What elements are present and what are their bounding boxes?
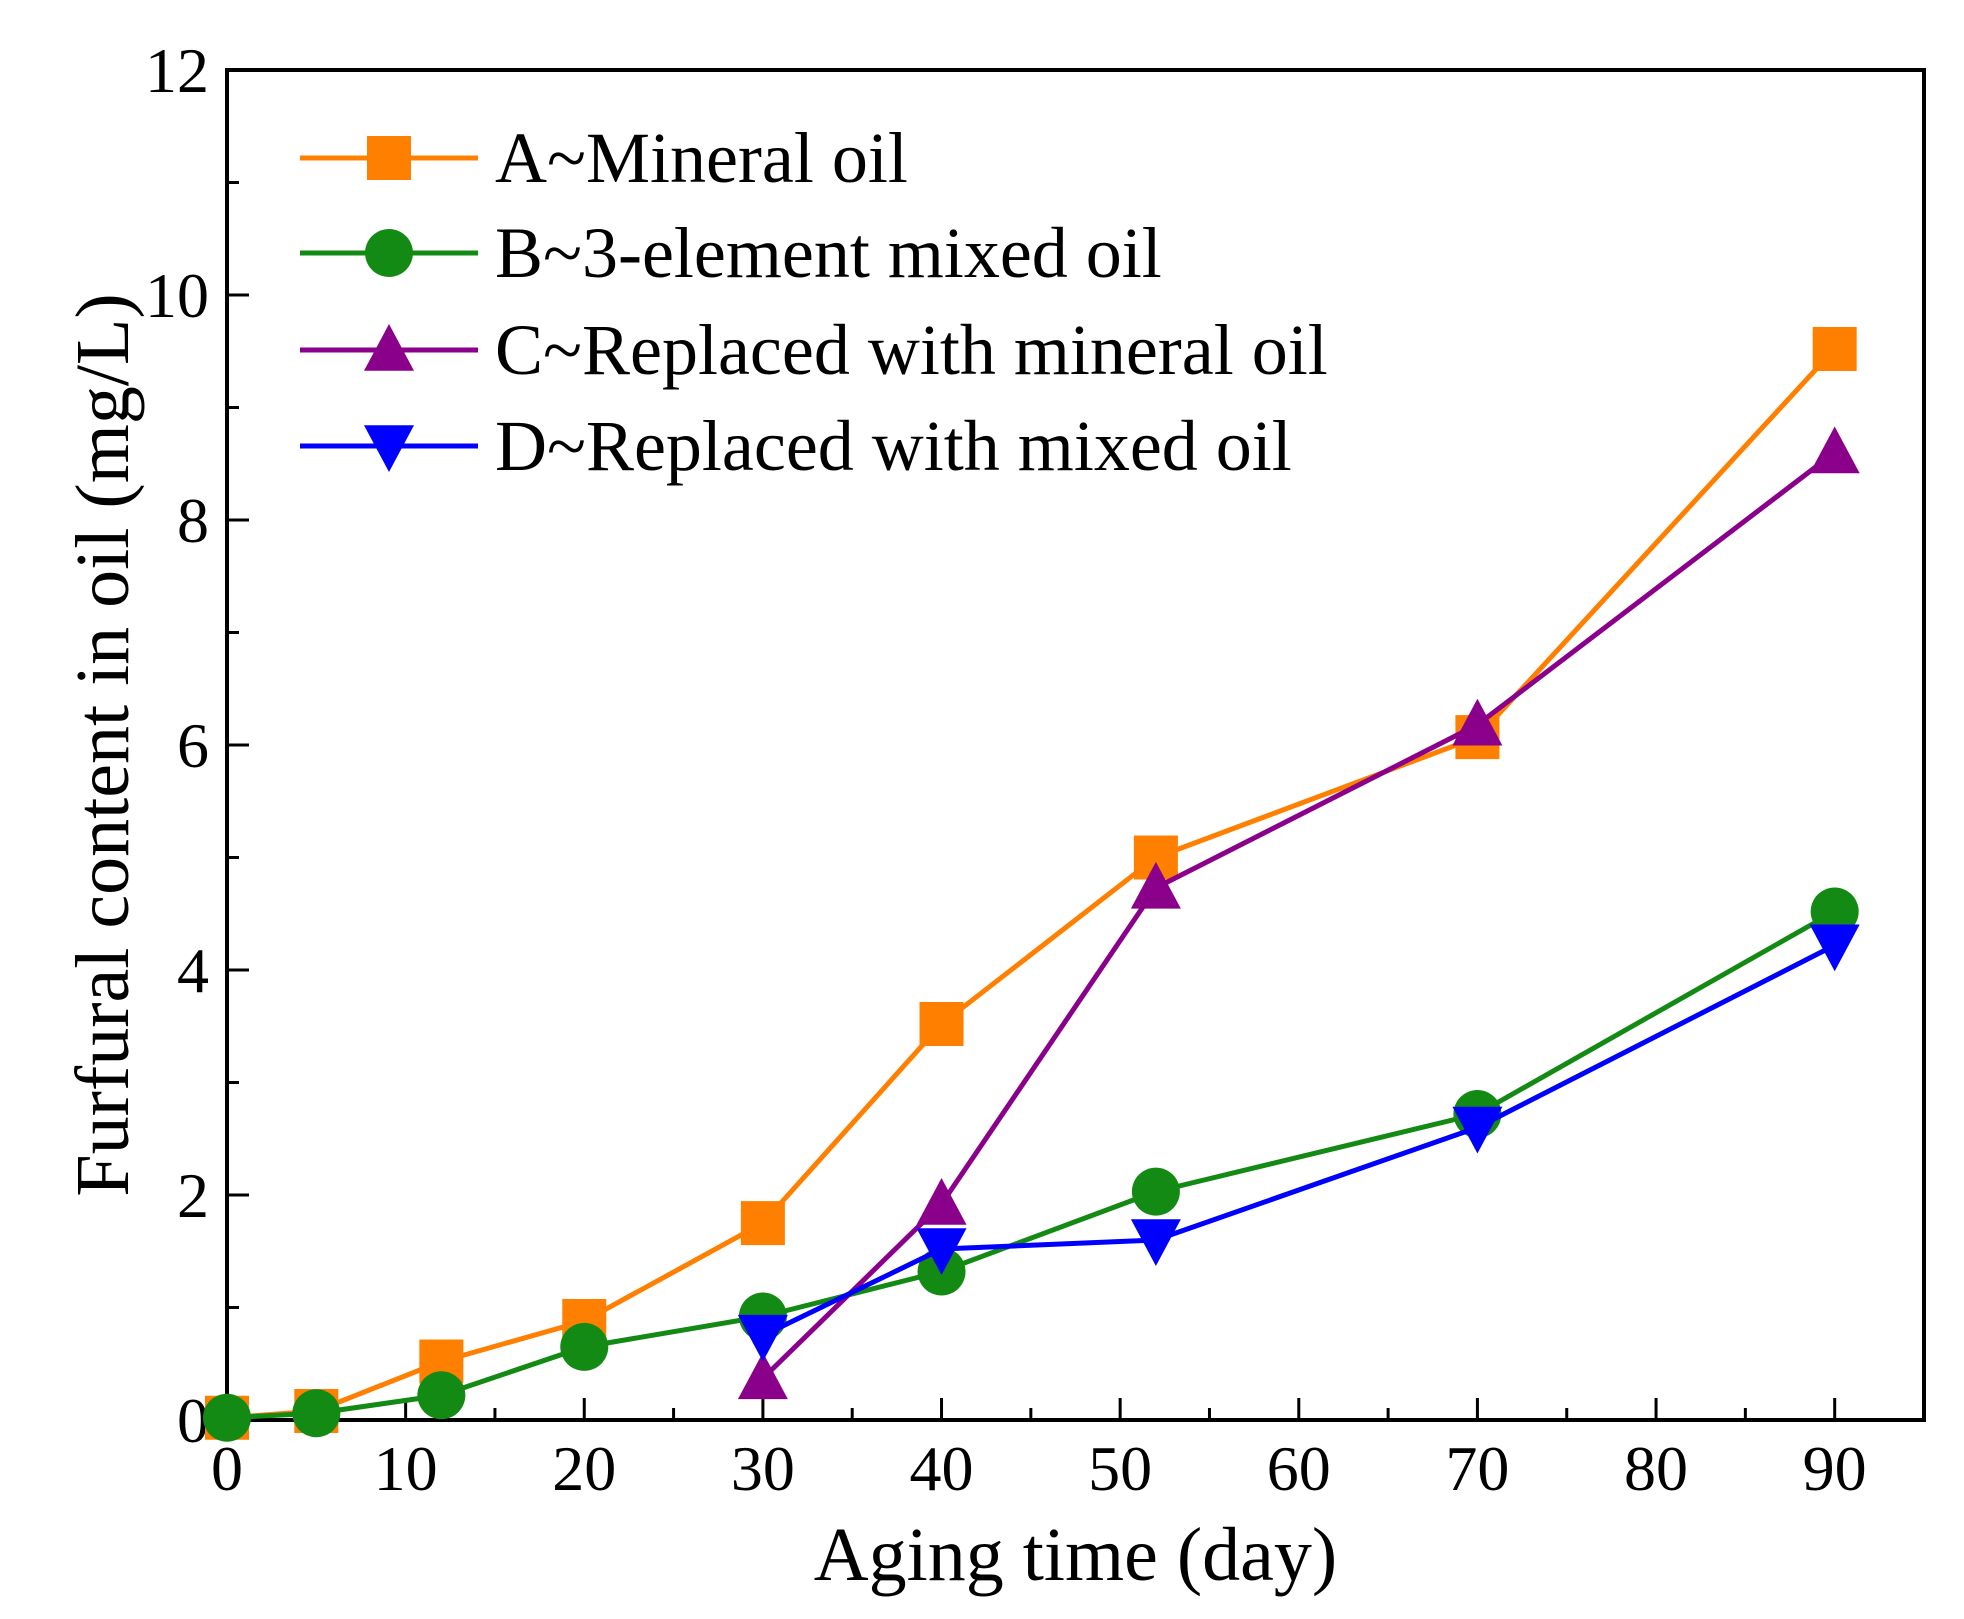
x-tick-label: 40 (910, 1433, 974, 1504)
data-point (1810, 887, 1859, 936)
data-point (1130, 1219, 1181, 1266)
legend-label: B~3-element mixed oil (495, 213, 1162, 293)
data-point (203, 1393, 251, 1442)
x-tick-label: 90 (1803, 1433, 1867, 1504)
legend-marker (367, 136, 411, 180)
legend-item: B~3-element mixed oil (300, 213, 1162, 293)
data-point (737, 1314, 788, 1362)
x-axis: 0 10 20 30 40 50 60 70 80 90 (211, 1398, 1926, 1504)
y-tick-label: 12 (145, 35, 209, 106)
x-tick-label: 70 (1445, 1433, 1509, 1504)
y-tick-label: 2 (177, 1160, 209, 1231)
y-tick-label: 4 (177, 935, 209, 1006)
x-tick-label: 30 (731, 1433, 795, 1504)
legend-item: D~Replaced with mixed oil (300, 406, 1292, 486)
series-0 (205, 327, 1857, 1440)
series-2 (737, 426, 1860, 1400)
y-tick-label: 6 (177, 710, 209, 781)
data-point (919, 1002, 964, 1046)
x-tick-label: 60 (1267, 1433, 1331, 1504)
x-axis-title: Aging time (day) (814, 1513, 1337, 1597)
x-tick-label: 10 (374, 1433, 438, 1504)
data-point (737, 1352, 788, 1400)
series-layer (203, 327, 1860, 1442)
data-point (1452, 698, 1503, 746)
series-3 (737, 924, 1860, 1362)
x-tick-label: 80 (1624, 1433, 1688, 1504)
x-tick-label: 50 (1088, 1433, 1152, 1504)
data-point (1131, 1167, 1180, 1216)
series-line (226, 909, 1836, 1421)
y-axis-title: Furfural content in oil (mg/L) (61, 293, 145, 1196)
x-tick-label: 0 (211, 1433, 243, 1504)
legend: A~Mineral oil B~3-element mixed oil C~Repl… (300, 118, 1328, 486)
legend-item: A~Mineral oil (300, 118, 908, 198)
y-tick-label: 8 (177, 485, 209, 556)
data-point (1812, 327, 1857, 371)
y-tick-label: 10 (145, 260, 209, 331)
x-tick-label: 20 (552, 1433, 616, 1504)
data-point (1809, 426, 1860, 474)
data-point (417, 1371, 466, 1420)
data-point (740, 1201, 785, 1246)
legend-marker (364, 425, 414, 472)
legend-label: A~Mineral oil (495, 118, 908, 198)
data-point (916, 1228, 967, 1275)
legend-label: C~Replaced with mineral oil (495, 310, 1328, 390)
legend-label: D~Replaced with mixed oil (495, 406, 1292, 486)
data-point (1452, 1106, 1503, 1154)
data-point (560, 1322, 609, 1371)
data-point (1130, 861, 1181, 909)
legend-item: C~Replaced with mineral oil (300, 310, 1328, 390)
data-point (292, 1389, 341, 1438)
legend-marker (364, 324, 414, 371)
data-point (916, 1178, 967, 1225)
data-point (1809, 924, 1860, 972)
series-line (226, 347, 1837, 1421)
legend-marker (365, 229, 413, 277)
